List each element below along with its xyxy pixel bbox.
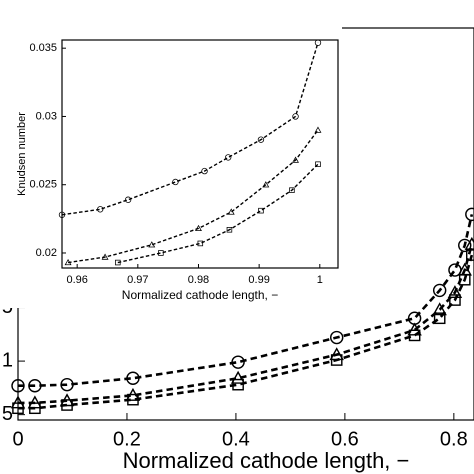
x-tick-label: 0.6 bbox=[331, 428, 359, 450]
x-tick-label: 0.97 bbox=[127, 274, 148, 286]
x-tick-label: 0.4 bbox=[222, 428, 250, 450]
x-tick-label: 1 bbox=[317, 274, 323, 286]
marker bbox=[172, 178, 179, 186]
marker bbox=[226, 227, 233, 233]
series-line bbox=[18, 214, 474, 388]
y-tick-label: 0.035 bbox=[29, 42, 57, 54]
marker bbox=[232, 378, 244, 391]
marker bbox=[124, 196, 132, 203]
marker bbox=[257, 136, 265, 143]
marker bbox=[408, 329, 421, 342]
x-tick-label: 0.99 bbox=[248, 274, 269, 286]
marker bbox=[58, 211, 66, 218]
marker bbox=[64, 258, 72, 266]
marker bbox=[158, 250, 164, 256]
marker bbox=[195, 224, 202, 232]
marker bbox=[432, 283, 447, 298]
y-axis-label: Knudsen number bbox=[16, 112, 28, 196]
marker bbox=[197, 240, 204, 247]
y-tick-label: 0.025 bbox=[29, 179, 57, 191]
marker bbox=[29, 402, 41, 415]
x-tick-label: 0 bbox=[12, 428, 23, 450]
marker bbox=[329, 330, 344, 345]
marker bbox=[466, 249, 474, 261]
marker bbox=[148, 241, 156, 248]
series-line bbox=[61, 42, 319, 216]
x-tick-label: 0.8 bbox=[440, 428, 468, 450]
marker bbox=[60, 377, 74, 392]
marker bbox=[432, 302, 447, 316]
marker bbox=[330, 354, 343, 366]
marker bbox=[101, 253, 109, 260]
marker bbox=[314, 39, 322, 46]
marker bbox=[292, 113, 299, 120]
marker bbox=[458, 273, 471, 286]
series-line bbox=[117, 163, 319, 264]
x-tick-label: 0.98 bbox=[188, 274, 209, 286]
series-line bbox=[18, 254, 474, 410]
marker bbox=[464, 236, 474, 250]
y-tick-label: 0.5 bbox=[0, 403, 13, 425]
marker bbox=[127, 393, 139, 406]
marker bbox=[262, 181, 270, 188]
marker bbox=[458, 238, 472, 253]
marker bbox=[314, 126, 322, 133]
marker bbox=[97, 206, 104, 213]
marker bbox=[449, 294, 461, 306]
marker bbox=[465, 207, 474, 222]
marker bbox=[227, 208, 235, 215]
marker bbox=[230, 370, 246, 384]
marker bbox=[315, 161, 321, 168]
y-tick-label: 0.03 bbox=[36, 110, 57, 122]
x-axis-label: Normalized cathode length, − bbox=[122, 288, 278, 302]
inset-background bbox=[0, 0, 342, 308]
marker bbox=[289, 187, 295, 193]
marker bbox=[11, 379, 25, 393]
y-tick-label: 1 bbox=[2, 349, 13, 371]
x-tick-label: 0.96 bbox=[66, 274, 87, 286]
x-tick-label: 0.2 bbox=[113, 428, 141, 450]
marker bbox=[433, 312, 446, 325]
marker bbox=[126, 371, 140, 385]
plot-frame bbox=[61, 39, 339, 269]
marker bbox=[258, 207, 264, 214]
marker bbox=[201, 167, 208, 175]
series-line bbox=[67, 129, 319, 264]
marker bbox=[225, 154, 232, 161]
y-tick-label: 0.02 bbox=[36, 247, 57, 259]
x-axis-label: Normalized cathode length, − bbox=[123, 448, 410, 473]
marker bbox=[28, 379, 42, 393]
marker bbox=[292, 156, 299, 163]
marker bbox=[231, 355, 245, 369]
marker bbox=[115, 259, 121, 266]
marker bbox=[12, 402, 24, 415]
marker bbox=[61, 399, 73, 411]
